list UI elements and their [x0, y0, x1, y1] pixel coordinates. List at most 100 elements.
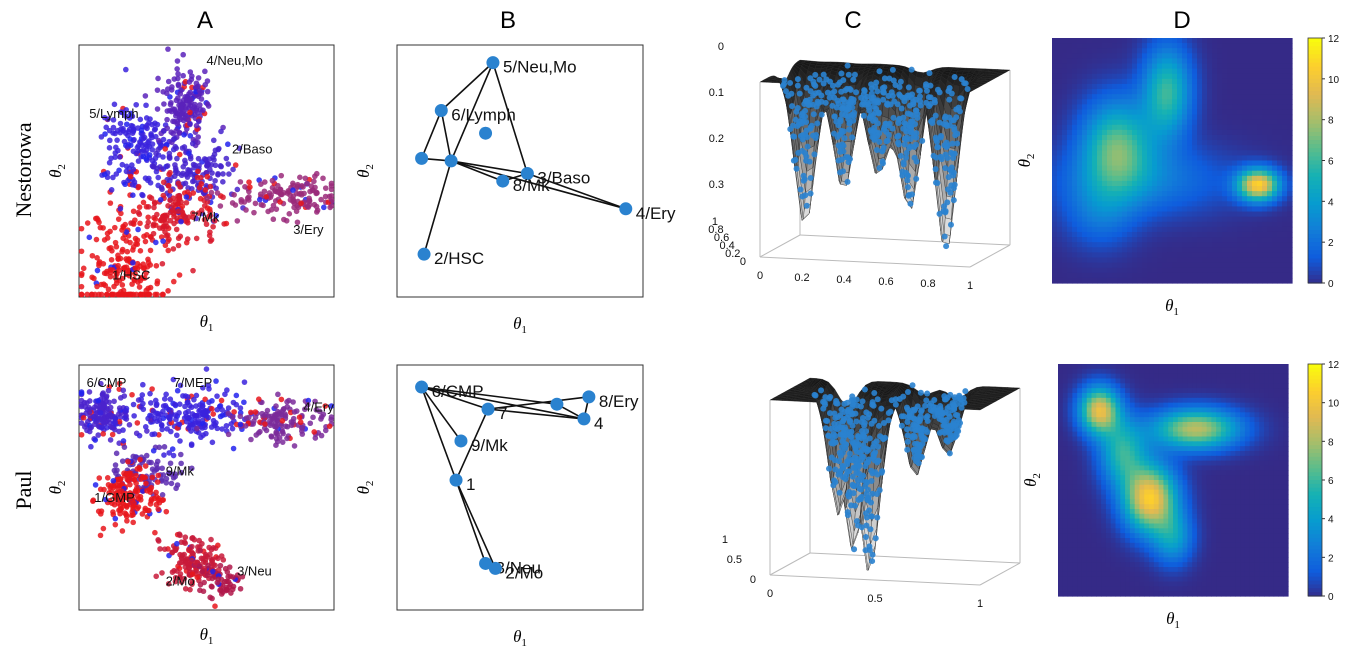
- heatmap-cell: [1287, 221, 1293, 228]
- heatmap-cell: [1167, 114, 1173, 121]
- heatmap-cell: [1242, 165, 1248, 172]
- heatmap-cell: [1137, 267, 1143, 274]
- heatmap-cell: [1257, 237, 1263, 243]
- heatmap-cell: [1102, 237, 1108, 243]
- heatmap-cell: [1122, 191, 1128, 197]
- heatmap-cell: [1057, 211, 1063, 218]
- heatmap-cell: [1102, 104, 1108, 111]
- heatmap-cell: [1187, 196, 1193, 202]
- heatmap-cell: [1262, 211, 1268, 218]
- heatmap-cell: [1187, 104, 1193, 111]
- heatmap-cell: [1127, 43, 1133, 49]
- heatmap-cell: [1242, 48, 1248, 54]
- heatmap-cell: [1097, 221, 1103, 228]
- heatmap-cell: [1052, 165, 1058, 172]
- heatmap-cell: [1182, 150, 1188, 156]
- heatmap-cell: [1207, 38, 1213, 44]
- heatmap-cell: [1222, 134, 1228, 141]
- heatmap-cell: [1142, 48, 1148, 54]
- heatmap-cell: [1067, 94, 1073, 100]
- heatmap-cell: [1132, 104, 1138, 111]
- heatmap-cell: [1092, 53, 1098, 60]
- heatmap-cell: [1267, 114, 1273, 121]
- heatmap-cell: [1202, 237, 1208, 243]
- heatmap-cell: [1102, 262, 1108, 269]
- heatmap-cell: [1092, 63, 1098, 70]
- heatmap-cell: [1107, 165, 1113, 172]
- heatmap-cell: [1077, 119, 1083, 126]
- heatmap-cell: [1092, 267, 1098, 274]
- data-point: [213, 212, 220, 219]
- heatmap-cell: [1287, 211, 1293, 218]
- heatmap-cell: [1147, 201, 1153, 208]
- heatmap-cell: [1122, 38, 1128, 44]
- data-point: [93, 236, 100, 243]
- heatmap-cell: [1202, 94, 1208, 100]
- heatmap-cell: [1222, 114, 1228, 121]
- heatmap-cell: [1267, 272, 1273, 279]
- heatmap-cell: [1072, 237, 1078, 243]
- heatmap-cell: [1167, 272, 1173, 279]
- panel-letter-c: C: [844, 7, 861, 34]
- heatmap-cell: [1082, 196, 1088, 202]
- heatmap-cell: [1212, 114, 1218, 121]
- heatmap-cell: [1212, 83, 1218, 90]
- heatmap-cell: [1182, 160, 1188, 167]
- heatmap-cell: [1122, 196, 1128, 202]
- heatmap-cell: [1172, 242, 1178, 248]
- heatmap-cell: [1157, 73, 1163, 80]
- heatmap-cell: [1132, 247, 1138, 253]
- heatmap-cell: [1057, 252, 1063, 259]
- heatmap-cell: [1122, 109, 1128, 116]
- heatmap-cell: [1267, 38, 1273, 44]
- data-point: [123, 229, 130, 235]
- heatmap-cell: [1177, 175, 1183, 182]
- surface-point: [794, 82, 801, 89]
- surface-point: [923, 99, 930, 106]
- heatmap-cell: [1067, 180, 1073, 187]
- heatmap-cell: [1097, 83, 1103, 90]
- heatmap-cell: [1057, 191, 1063, 197]
- heatmap-cell: [1137, 140, 1143, 146]
- heatmap-cell: [1057, 231, 1063, 238]
- heatmap-cell: [1212, 63, 1218, 70]
- heatmap-cell: [1197, 242, 1203, 248]
- heatmap-cell: [1172, 165, 1178, 172]
- heatmap-cell: [1227, 145, 1233, 151]
- heatmap-cell: [1202, 175, 1208, 182]
- heatmap-cell: [1232, 175, 1238, 182]
- heatmap-cell: [1137, 221, 1143, 228]
- heatmap-cell: [1262, 94, 1268, 100]
- heatmap-cell: [1202, 129, 1208, 136]
- data-point: [165, 203, 171, 209]
- heatmap-cell: [1107, 129, 1113, 136]
- heatmap-cell: [1107, 109, 1113, 116]
- heatmap-cell: [1157, 99, 1163, 105]
- heatmap-cell: [1262, 124, 1268, 131]
- heatmap-cell: [1067, 252, 1073, 259]
- heatmap-cell: [1272, 68, 1278, 75]
- heatmap-cell: [1152, 221, 1158, 228]
- heatmap-cell: [1197, 58, 1203, 65]
- heatmap-cell: [1092, 191, 1098, 197]
- heatmap-cell: [1072, 134, 1078, 141]
- heatmap-cell: [1117, 38, 1123, 44]
- heatmap-cell: [1197, 119, 1203, 126]
- heatmap-cell: [1272, 160, 1278, 167]
- data-point: [169, 207, 176, 213]
- heatmap-cell: [1172, 78, 1178, 85]
- data-point: [139, 191, 145, 198]
- data-point: [175, 75, 181, 82]
- heatmap-cell: [1202, 124, 1208, 131]
- data-point: [159, 291, 166, 298]
- heatmap-cell: [1172, 43, 1178, 49]
- data-point: [165, 78, 172, 85]
- heatmap-cell: [1262, 89, 1268, 95]
- heatmap-cell: [1097, 150, 1103, 156]
- heatmap-cell: [1217, 119, 1223, 126]
- heatmap-cell: [1192, 63, 1198, 70]
- heatmap-cell: [1077, 63, 1083, 70]
- heatmap-cell: [1242, 63, 1248, 70]
- data-point: [162, 242, 169, 249]
- heatmap-cell: [1172, 129, 1178, 136]
